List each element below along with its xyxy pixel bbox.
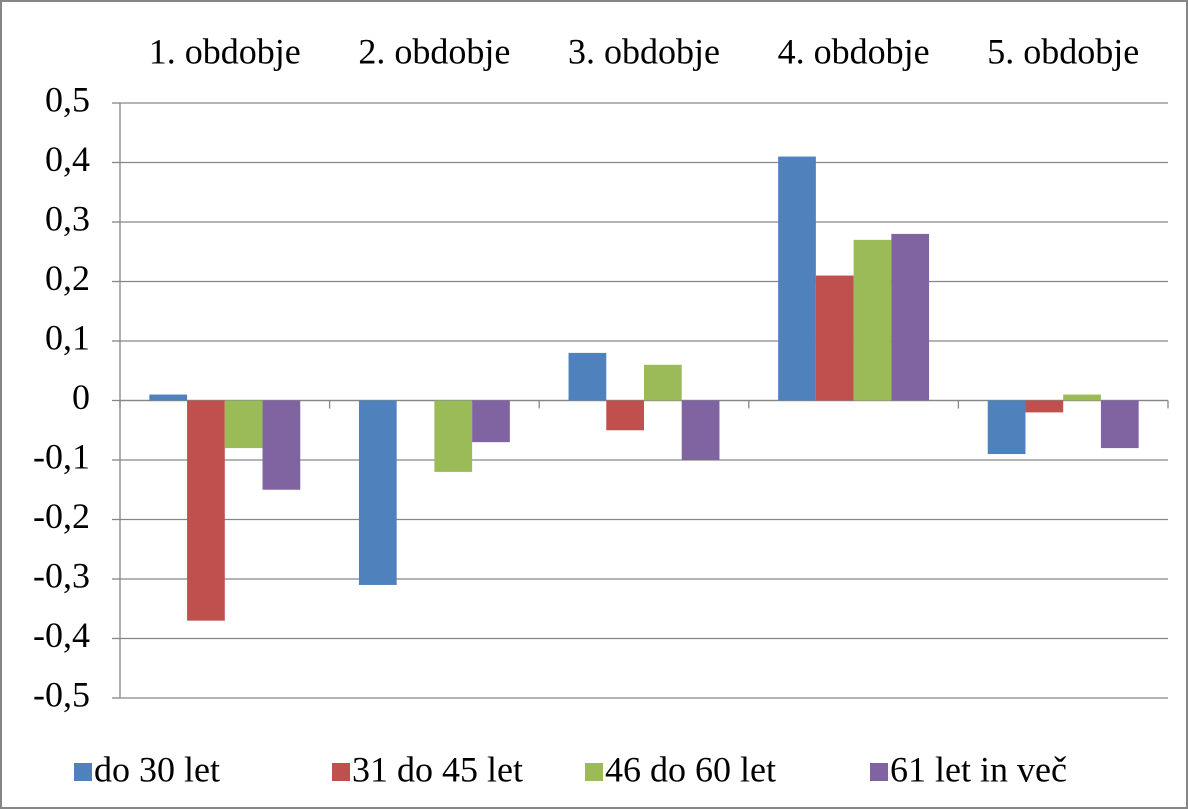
legend-label: 31 do 45 let: [352, 749, 523, 789]
legend-label: 61 let in več: [890, 749, 1067, 789]
bar: [778, 156, 816, 401]
legend-swatch: [74, 763, 92, 781]
y-tick-label: 0,3: [45, 198, 90, 238]
category-label: 2. obdobje: [358, 31, 510, 71]
category-label: 4. obdobje: [778, 31, 930, 71]
bar: [1025, 400, 1064, 413]
y-tick-label: 0,4: [45, 139, 90, 179]
category-label: 3. obdobje: [568, 31, 720, 71]
bar: [568, 352, 607, 401]
bar: [606, 400, 644, 431]
y-tick-label: 0,2: [45, 258, 90, 298]
bar: [644, 364, 682, 401]
legend-label: 46 do 60 let: [605, 749, 776, 789]
bar: [434, 400, 473, 472]
bar: [187, 400, 225, 621]
bar: [1063, 394, 1101, 401]
bar: [472, 400, 510, 443]
bar: [149, 394, 188, 401]
y-tick-label: -0,3: [33, 555, 90, 595]
legend-swatch: [585, 763, 603, 781]
bar: [815, 275, 854, 401]
bar: [681, 400, 720, 460]
y-tick-label: 0,5: [45, 79, 90, 119]
y-tick-label: -0,2: [33, 496, 90, 536]
y-tick-label: -0,5: [33, 674, 90, 714]
bar: [853, 239, 892, 401]
category-label: 5. obdobje: [987, 31, 1139, 71]
y-tick-label: -0,4: [33, 615, 90, 655]
legend-swatch: [870, 763, 888, 781]
category-label: 1. obdobje: [149, 31, 301, 71]
bar: [1100, 400, 1139, 449]
y-tick-label: -0,1: [33, 436, 90, 476]
legend-swatch: [332, 763, 350, 781]
bar: [987, 400, 1026, 455]
bar: [262, 400, 301, 490]
bar: [358, 400, 397, 585]
legend-label: do 30 let: [94, 749, 220, 789]
y-tick-label: 0: [72, 377, 90, 417]
y-tick-label: 0,1: [45, 317, 90, 357]
bar: [224, 400, 263, 449]
bar: [891, 233, 930, 401]
